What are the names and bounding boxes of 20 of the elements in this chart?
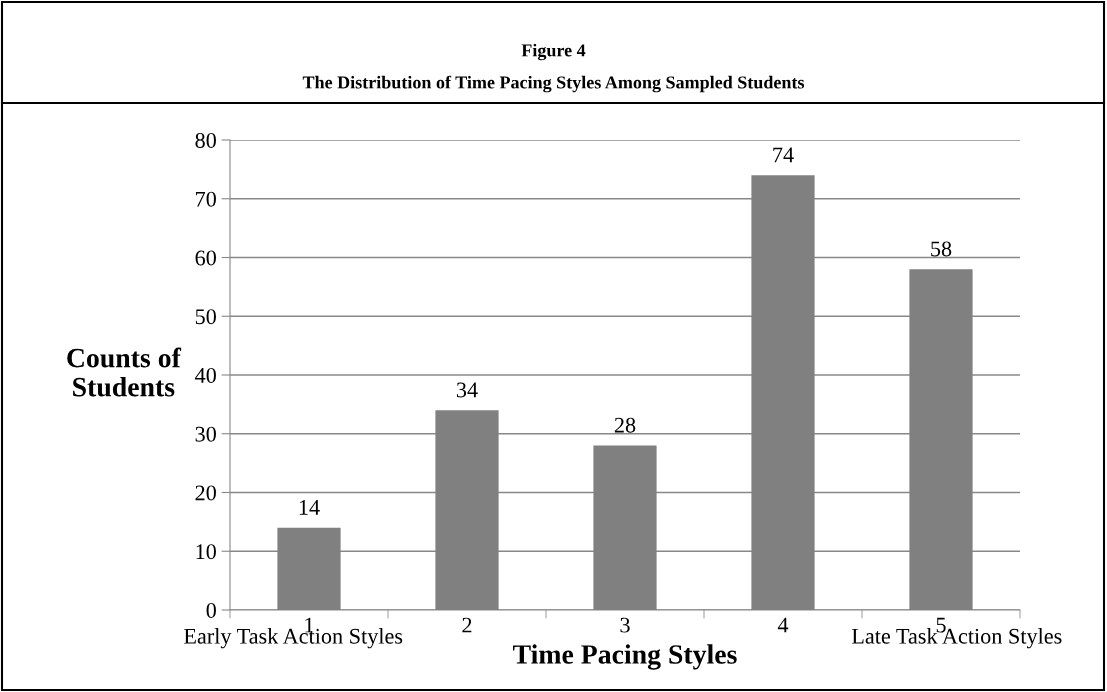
chart-title: Figure 4 The Distribution of Time Pacing Styles Among Sampled Students (302, 43, 805, 93)
data-label: 74 (773, 147, 794, 163)
data-label: 28 (614, 417, 636, 433)
data-label: 14 (299, 500, 320, 515)
x-tick-label: 3 (620, 617, 630, 633)
y-tick-label: 50 (195, 309, 216, 325)
x-tick-label: 2 (462, 617, 472, 633)
y-tick-label: 60 (195, 250, 216, 266)
y-tick-label: 20 (195, 485, 216, 501)
y-tick-label: 10 (196, 544, 216, 560)
data-label: 58 (931, 241, 952, 257)
y-tick-label: 40 (195, 367, 216, 383)
y-tick-label: 70 (196, 191, 216, 207)
x-axis-title: Time Pacing Styles (513, 644, 737, 670)
y-tick-label: 30 (195, 426, 216, 442)
data-label: 34 (456, 382, 478, 398)
y-tick-label: 0 (206, 602, 216, 618)
x-tick-label: 4 (777, 617, 789, 633)
y-tick-label: 80 (195, 132, 216, 148)
y-axis-title: Counts of Students (67, 347, 182, 397)
